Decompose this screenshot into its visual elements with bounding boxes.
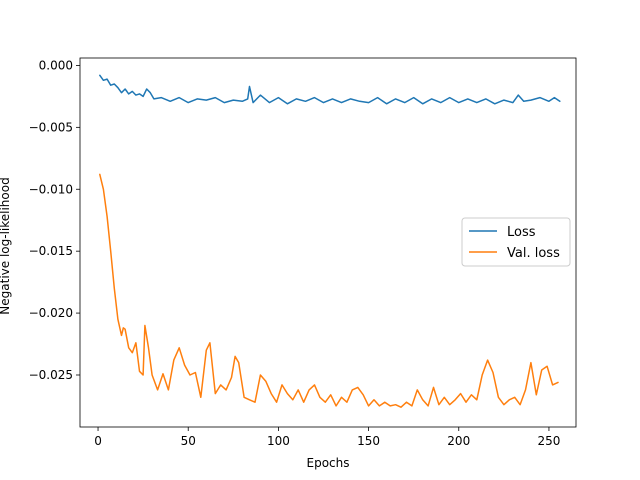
y-tick-label: −0.025 — [29, 368, 73, 382]
x-tick-label: 0 — [94, 434, 102, 448]
y-tick-label: −0.010 — [29, 182, 73, 196]
x-tick-label: 150 — [357, 434, 380, 448]
legend-box — [461, 217, 571, 267]
legend: Loss Val. loss — [461, 217, 571, 267]
y-tick-label: −0.015 — [29, 244, 73, 258]
plot-area: 0 50 100 150 200 250 0.000 −0.005 −0.010 −0.015 −0… — [29, 57, 577, 448]
x-tick-label: 250 — [537, 434, 560, 448]
axes-frame — [79, 57, 577, 428]
y-axis-title: Negative log-likelihood — [0, 177, 12, 314]
x-axis-title: Epochs — [307, 456, 350, 470]
y-tick-label: −0.005 — [29, 120, 73, 134]
series-line-0 — [99, 74, 561, 105]
y-tick-label: 0.000 — [39, 58, 73, 72]
x-tick-label: 100 — [267, 434, 290, 448]
y-tick-label: −0.020 — [29, 306, 73, 320]
legend-label-1: Val. loss — [507, 246, 560, 261]
x-tick-label: 50 — [181, 434, 196, 448]
series-line-1 — [99, 173, 559, 408]
x-tick-label: 200 — [447, 434, 470, 448]
legend-label-0: Loss — [507, 225, 536, 240]
